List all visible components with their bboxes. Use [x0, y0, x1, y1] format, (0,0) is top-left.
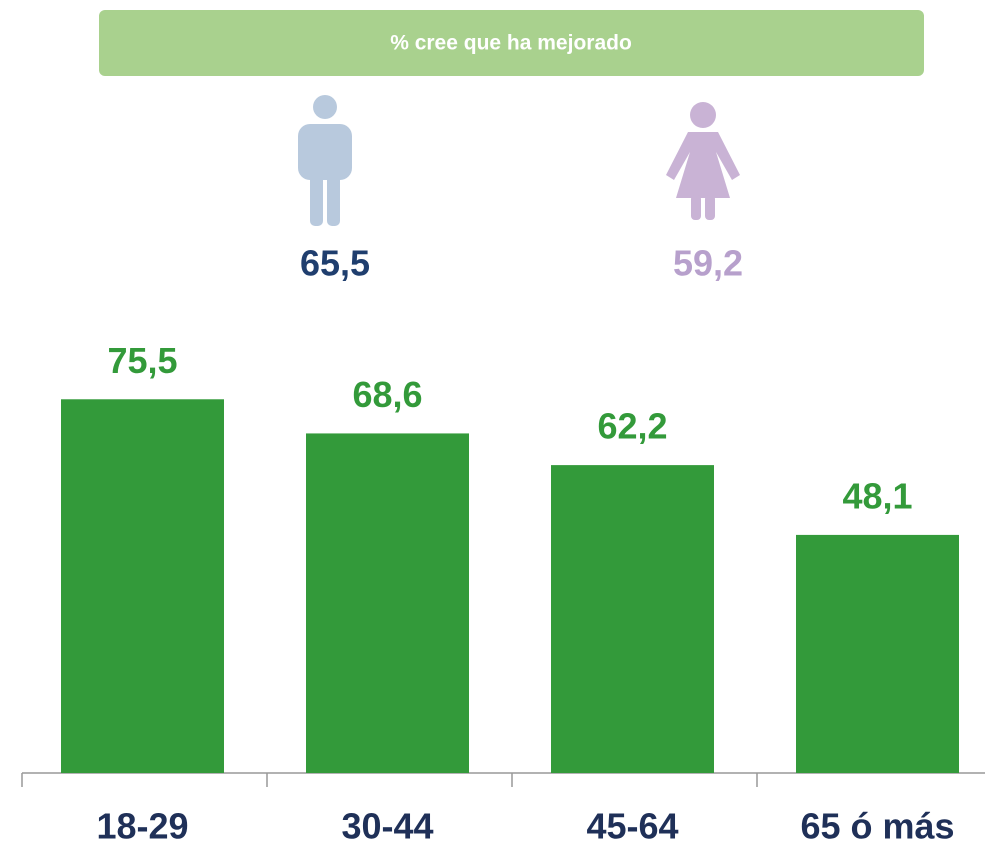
- summary-value: 65,5: [300, 243, 370, 284]
- summary-value: 59,2: [673, 243, 743, 284]
- x-tick-label: 45-64: [586, 806, 678, 845]
- banner-text: % cree que ha mejorado: [390, 32, 632, 55]
- bar: [306, 433, 469, 773]
- x-tick-label: 18-29: [96, 806, 188, 845]
- male-icon: [298, 95, 352, 226]
- banner: [99, 10, 924, 76]
- bar: [796, 534, 959, 773]
- bar: [61, 399, 224, 773]
- value-label: 48,1: [842, 475, 912, 516]
- value-label: 75,5: [107, 340, 177, 381]
- x-tick-label: 30-44: [341, 806, 433, 845]
- x-tick-label: 65 ó más: [800, 806, 954, 845]
- value-label: 62,2: [597, 406, 667, 447]
- bar: [551, 465, 714, 773]
- female-icon: [666, 102, 740, 220]
- value-label: 68,6: [352, 374, 422, 415]
